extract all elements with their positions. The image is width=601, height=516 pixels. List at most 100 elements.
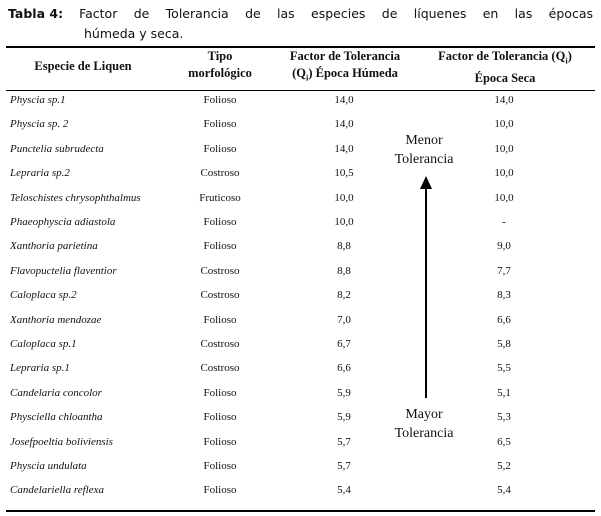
cell-wet-season: 6,7: [337, 338, 351, 350]
cell-type: Folioso: [203, 435, 237, 448]
cell-dry-season: 9,0: [497, 240, 511, 253]
cell-type: Folioso: [203, 142, 237, 155]
cell-dry-season: 10,0: [494, 142, 514, 155]
cell-species: Xanthoria parietina: [10, 240, 98, 253]
cell-species: Punctelia subrudecta: [10, 142, 104, 155]
cell-dry-season: 5,1: [497, 386, 511, 399]
table-caption: Tabla 4: Factor de Tolerancia de las esp…: [8, 4, 593, 44]
header-dry-season: Factor de Tolerancia (Qi) Época Seca: [438, 49, 572, 85]
cell-wet-season: 5,7: [337, 460, 351, 472]
cell-wet-season: 8,2: [337, 289, 351, 302]
table-row: Teloschistes chrysophthalmus Fruticoso 10,…: [0, 189, 601, 213]
table-row: Caloplaca sp.1 Costroso 6,7 5,8: [0, 335, 601, 359]
table-row: Flavopuctelia flaventior Costroso 8,8 7,7: [0, 262, 601, 286]
cell-wet-season: 7,0: [337, 313, 351, 326]
table-row: Physcia sp.1 Folioso 14,0 14,0: [0, 91, 601, 115]
cell-wet-season: 5,9: [337, 411, 351, 424]
table-row: Lepraria sp.2 Costroso 10,5 10,0: [0, 164, 601, 188]
annotation-high-tolerance: Mayor Tolerancia: [394, 407, 454, 441]
cell-wet-season: 10,0: [334, 216, 354, 228]
cell-type: Folioso: [203, 216, 237, 228]
table-row: Caloplaca sp.2 Costroso 8,2 8,3: [0, 286, 601, 310]
table-row: Josefpoeltia boliviensis Folioso 5,7 6,5: [0, 433, 601, 457]
cell-wet-season: 8,8: [337, 240, 351, 253]
cell-species: Lepraria sp.1: [10, 362, 70, 375]
cell-wet-season: 5,4: [337, 484, 351, 497]
cell-dry-season: 6,5: [497, 435, 511, 448]
cell-dry-season: 5,8: [497, 338, 511, 350]
cell-dry-season: 6,6: [497, 313, 511, 326]
cell-wet-season: 8,8: [337, 264, 351, 277]
cell-type: Folioso: [203, 94, 237, 106]
cell-wet-season: 5,7: [337, 435, 351, 448]
cell-type: Folioso: [203, 484, 237, 497]
table-top-rule: [6, 46, 595, 48]
cell-type: Costroso: [200, 362, 240, 375]
table-bottom-rule: [6, 510, 595, 512]
cell-type: Costroso: [200, 167, 240, 180]
table-row: Physcia sp. 2 Folioso 14,0 10,0: [0, 115, 601, 139]
cell-species: Caloplaca sp.1: [10, 338, 77, 350]
cell-species: Physcia undulata: [10, 460, 87, 472]
header-rule: [6, 90, 595, 91]
cell-wet-season: 10,0: [334, 191, 354, 204]
cell-type: Folioso: [203, 386, 237, 399]
table-row: Xanthoria mendozae Folioso 7,0 6,6: [0, 311, 601, 335]
table-row: Phaeophyscia adiastola Folioso 10,0 -: [0, 213, 601, 237]
cell-dry-season: 7,7: [497, 264, 511, 277]
cell-species: Candelariella reflexa: [10, 484, 104, 497]
cell-species: Josefpoeltia boliviensis: [10, 435, 113, 448]
table-row: Lepraria sp.1 Costroso 6,6 5,5: [0, 359, 601, 383]
cell-dry-season: 5,2: [497, 460, 511, 472]
annotation-low-tolerance: Menor Tolerancia: [394, 133, 454, 167]
cell-species: Caloplaca sp.2: [10, 289, 77, 302]
caption-title-line-1: Factor de Tolerancia de las especies de …: [79, 6, 593, 21]
table-row: Xanthoria parietina Folioso 8,8 9,0: [0, 237, 601, 261]
cell-type: Folioso: [203, 460, 237, 472]
cell-dry-season: 8,3: [497, 289, 511, 302]
cell-species: Xanthoria mendozae: [10, 313, 102, 326]
cell-wet-season: 10,5: [334, 167, 354, 180]
cell-dry-season: 14,0: [494, 94, 514, 106]
cell-type: Folioso: [203, 118, 237, 131]
cell-wet-season: 14,0: [334, 94, 354, 106]
cell-species: Candelaria concolor: [10, 386, 102, 399]
cell-species: Physcia sp. 2: [10, 118, 69, 131]
cell-species: Lepraria sp.2: [10, 167, 70, 180]
table-row: Candelaria concolor Folioso 5,9 5,1: [0, 384, 601, 408]
cell-species: Physcia sp.1: [10, 94, 66, 106]
cell-type: Costroso: [200, 338, 240, 350]
cell-species: Physciella chloantha: [10, 411, 103, 424]
cell-dry-season: 10,0: [494, 191, 514, 204]
caption-label: Tabla 4:: [8, 6, 64, 21]
cell-type: Folioso: [203, 411, 237, 424]
cell-type: Folioso: [203, 240, 237, 253]
tolerance-arrow-icon: [420, 176, 432, 398]
table-row: Candelariella reflexa Folioso 5,4 5,4: [0, 481, 601, 505]
cell-dry-season: -: [502, 216, 506, 228]
cell-type: Folioso: [203, 313, 237, 326]
cell-species: Flavopuctelia flaventior: [10, 264, 117, 277]
cell-wet-season: 6,6: [337, 362, 351, 375]
table-row: Punctelia subrudecta Folioso 14,0 10,0: [0, 140, 601, 164]
header-wet-season: Factor de Tolerancia (Qi) Época Húmeda: [289, 49, 401, 83]
cell-type: Costroso: [200, 264, 240, 277]
cell-species: Phaeophyscia adiastola: [10, 216, 116, 228]
cell-dry-season: 5,5: [497, 362, 511, 375]
cell-type: Costroso: [200, 289, 240, 302]
cell-dry-season: 10,0: [494, 167, 514, 180]
table-row: Physcia undulata Folioso 5,7 5,2: [0, 457, 601, 481]
cell-dry-season: 5,4: [497, 484, 511, 497]
cell-wet-season: 14,0: [334, 118, 354, 131]
caption-line-1: Tabla 4: Factor de Tolerancia de las esp…: [8, 4, 593, 24]
header-species: Especie de Liquen: [34, 59, 132, 73]
header-morphological-type: Tipo morfológico: [188, 49, 252, 80]
cell-dry-season: 5,3: [497, 411, 511, 424]
cell-species: Teloschistes chrysophthalmus: [10, 191, 141, 204]
cell-wet-season: 5,9: [337, 386, 351, 399]
table-row: Physciella chloantha Folioso 5,9 5,3: [0, 408, 601, 432]
caption-title-line-2: húmeda y seca.: [84, 26, 184, 41]
cell-dry-season: 10,0: [494, 118, 514, 131]
cell-type: Fruticoso: [199, 191, 241, 204]
cell-wet-season: 14,0: [334, 142, 354, 155]
